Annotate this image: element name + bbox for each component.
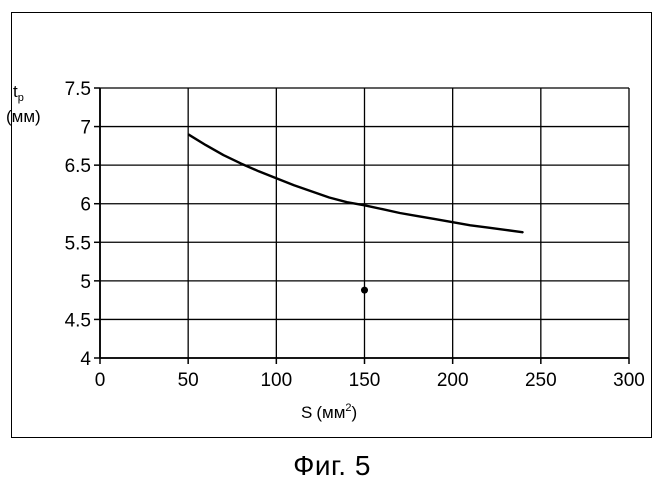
y-axis-title: tp [13, 82, 24, 104]
series-line-0 [188, 134, 523, 232]
y-tick-label-4: 6 [80, 195, 91, 216]
y-tick-label-3: 5.5 [65, 233, 91, 254]
series-0-point-12 [399, 212, 400, 213]
x-axis-unit: (мм [316, 403, 345, 422]
series-0-point-11 [382, 209, 383, 210]
series-0-point-7 [311, 191, 312, 192]
series-0-point-18 [505, 229, 506, 230]
x-tick-label-5: 250 [525, 370, 557, 391]
series-0-point-8 [329, 197, 330, 198]
y-tick-label-6: 7 [80, 118, 91, 139]
series-0-point-1 [205, 144, 206, 145]
series-0-point-2 [223, 155, 224, 156]
series-0-point-9 [346, 202, 347, 203]
series-0-point-6 [293, 185, 294, 186]
series-0-point-17 [487, 227, 488, 228]
series-0-point-19 [523, 232, 524, 233]
series-0-point-16 [470, 225, 471, 226]
tick-labels: 4 4.5 5 5.5 6 6.5 7 7.5 0 50 100 150 200 250 300 [65, 79, 645, 391]
series-0-point-3 [240, 163, 241, 164]
axes [94, 88, 629, 364]
series-0-point-0 [188, 134, 189, 135]
x-axis-symbol: S [301, 403, 312, 422]
series-layer [188, 134, 524, 294]
y-tick-label-7: 7.5 [65, 79, 91, 100]
x-tick-label-6: 300 [613, 370, 645, 391]
series-0-point-10 [364, 205, 365, 206]
chart: 4 4.5 5 5.5 6 6.5 7 7.5 0 50 100 150 200 250 300 tp (м… [0, 0, 664, 500]
y-tick-label-5: 6.5 [65, 156, 91, 177]
series-0-point-5 [276, 178, 277, 179]
x-tick-label-1: 50 [178, 370, 199, 391]
series-0-point-13 [417, 215, 418, 216]
grid [100, 88, 629, 358]
series-0-point-15 [452, 222, 453, 223]
x-axis-unit-close: ) [352, 403, 358, 422]
x-tick-label-3: 150 [349, 370, 381, 391]
y-axis-unit: (мм) [6, 107, 41, 126]
x-tick-label-2: 100 [260, 370, 292, 391]
y-tick-label-2: 5 [80, 272, 91, 293]
y-axis-subscript: p [18, 92, 24, 104]
x-tick-label-0: 0 [95, 370, 106, 391]
y-tick-label-1: 4.5 [65, 310, 91, 331]
data-point-0 [361, 287, 368, 294]
x-axis-title: S(мм2) [301, 402, 357, 422]
y-tick-label-0: 4 [80, 349, 91, 370]
series-0-point-4 [258, 171, 259, 172]
series-0-point-14 [434, 219, 435, 220]
x-tick-label-4: 200 [437, 370, 469, 391]
figure-caption: Фиг. 5 [0, 450, 664, 482]
